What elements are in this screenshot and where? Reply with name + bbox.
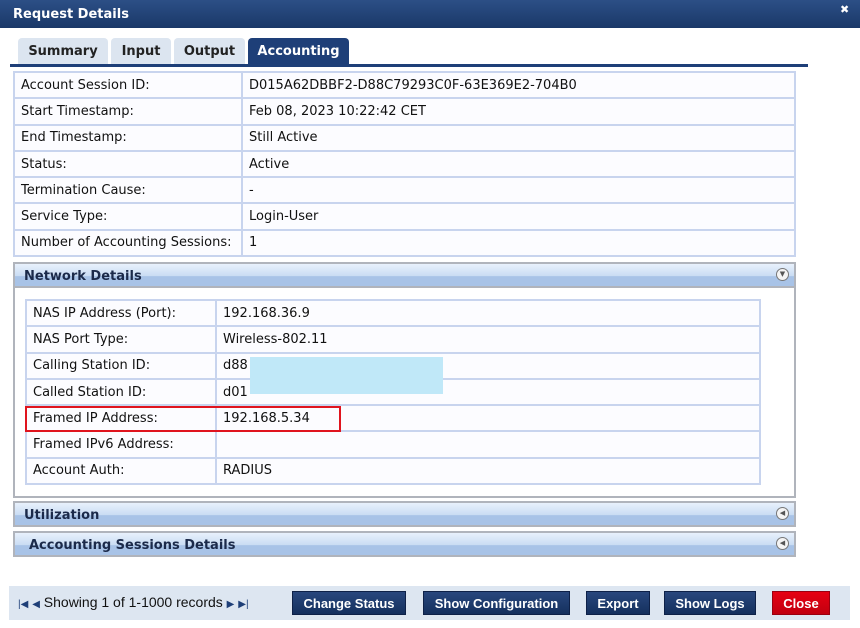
row-value: Login-User bbox=[242, 203, 795, 230]
row-value: 1 bbox=[242, 229, 795, 257]
row-label: Account Auth: bbox=[26, 457, 216, 485]
pager-text: Showing 1 of 1-1000 records bbox=[43, 594, 223, 610]
row-label: Status: bbox=[14, 150, 242, 178]
row-label: Account Session ID: bbox=[14, 72, 242, 99]
redaction-box bbox=[250, 357, 443, 394]
table-row: NAS Port Type: Wireless-802.11 bbox=[26, 326, 760, 353]
close-button[interactable]: Close bbox=[772, 591, 830, 615]
row-value: - bbox=[242, 177, 795, 204]
row-value: Wireless-802.11 bbox=[216, 326, 760, 353]
table-row: Account Auth: RADIUS bbox=[26, 457, 760, 485]
row-label: Called Station ID: bbox=[26, 378, 216, 406]
row-label: Service Type: bbox=[14, 203, 242, 230]
export-button[interactable]: Export bbox=[586, 591, 650, 615]
close-icon[interactable]: ✖ bbox=[840, 3, 850, 16]
table-row: Account Session ID: D015A62DBBF2-D88C7929… bbox=[14, 72, 795, 99]
row-value: Active bbox=[242, 150, 795, 178]
change-status-button[interactable]: Change Status bbox=[292, 591, 406, 615]
expand-icon[interactable]: ◀ bbox=[776, 537, 789, 550]
row-label: NAS IP Address (Port): bbox=[26, 300, 216, 327]
row-label: Framed IPv6 Address: bbox=[26, 431, 216, 458]
row-label: NAS Port Type: bbox=[26, 326, 216, 353]
tab-summary[interactable]: Summary bbox=[18, 38, 108, 64]
row-value: RADIUS bbox=[216, 457, 760, 485]
row-label: Termination Cause: bbox=[14, 177, 242, 204]
next-page-icon[interactable]: ▶ bbox=[226, 599, 235, 610]
network-details-header[interactable]: Network Details ▼ bbox=[13, 262, 796, 288]
table-row: Framed IPv6 Address: bbox=[26, 431, 760, 458]
table-row: End Timestamp: Still Active bbox=[14, 124, 795, 151]
utilization-header[interactable]: Utilization ◀ bbox=[13, 501, 796, 527]
row-value: 192.168.5.34 bbox=[216, 405, 760, 432]
table-row: NAS IP Address (Port): 192.168.36.9 bbox=[26, 300, 760, 327]
accounting-table: Account Session ID: D015A62DBBF2-D88C7929… bbox=[13, 71, 796, 258]
table-row: Termination Cause: - bbox=[14, 177, 795, 204]
row-value bbox=[216, 431, 760, 458]
tab-accounting[interactable]: Accounting bbox=[248, 38, 349, 64]
row-value: D015A62DBBF2-D88C79293C0F-63E369E2-704B0 bbox=[242, 72, 795, 99]
row-label: End Timestamp: bbox=[14, 124, 242, 151]
table-row: Framed IP Address: 192.168.5.34 bbox=[26, 405, 760, 432]
row-label: Start Timestamp: bbox=[14, 98, 242, 125]
table-row: Status: Active bbox=[14, 150, 795, 178]
show-configuration-button[interactable]: Show Configuration bbox=[423, 591, 570, 615]
pager: |◀ ◀ Showing 1 of 1-1000 records ▶ ▶| bbox=[18, 594, 249, 610]
table-row: Start Timestamp: Feb 08, 2023 10:22:42 CE… bbox=[14, 98, 795, 125]
prev-page-icon[interactable]: ◀ bbox=[32, 599, 40, 610]
collapse-icon[interactable]: ▼ bbox=[776, 268, 789, 281]
highlight-box bbox=[25, 406, 341, 432]
tab-input[interactable]: Input bbox=[111, 38, 171, 64]
first-page-icon[interactable]: |◀ bbox=[18, 599, 29, 610]
row-label: Calling Station ID: bbox=[26, 352, 216, 379]
row-value: 192.168.36.9 bbox=[216, 300, 760, 327]
section-title: Accounting Sessions Details bbox=[29, 538, 236, 553]
row-label: Framed IP Address: bbox=[26, 405, 216, 432]
show-logs-button[interactable]: Show Logs bbox=[664, 591, 756, 615]
table-row: Service Type: Login-User bbox=[14, 203, 795, 230]
network-details-body bbox=[13, 288, 796, 498]
accounting-sessions-header[interactable]: Accounting Sessions Details ◀ bbox=[13, 531, 796, 557]
row-label: Number of Accounting Sessions: bbox=[14, 229, 242, 257]
row-value: Still Active bbox=[242, 124, 795, 151]
section-title: Utilization bbox=[24, 508, 100, 523]
section-title: Network Details bbox=[24, 269, 142, 284]
tab-output[interactable]: Output bbox=[174, 38, 245, 64]
window-title: Request Details bbox=[0, 0, 860, 28]
row-value: Feb 08, 2023 10:22:42 CET bbox=[242, 98, 795, 125]
tab-divider bbox=[10, 64, 808, 67]
last-page-icon[interactable]: ▶| bbox=[238, 599, 249, 610]
table-row: Number of Accounting Sessions: 1 bbox=[14, 229, 795, 257]
expand-icon[interactable]: ◀ bbox=[776, 507, 789, 520]
